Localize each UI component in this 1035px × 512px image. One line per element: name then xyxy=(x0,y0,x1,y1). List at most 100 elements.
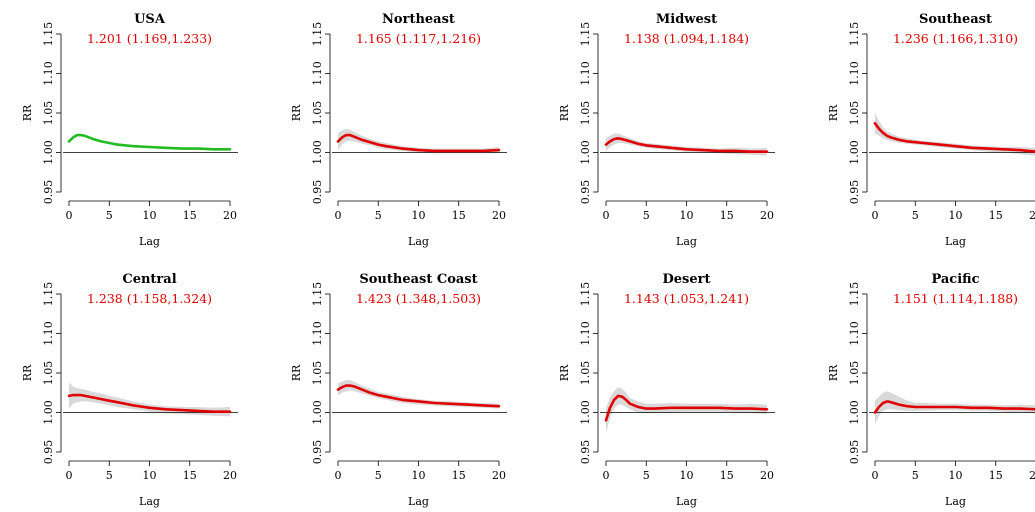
chart-panel-8: Pacific 1.151 (1.114,1.188) 0.95 1.00 1.05 1.… xyxy=(827,272,1035,508)
y-tick-label: 0.95 xyxy=(579,440,592,465)
panel-title: Pacific xyxy=(931,272,979,287)
x-tick-label: 20 xyxy=(223,469,237,482)
confidence-band xyxy=(338,128,499,154)
y-tick-label: 1.00 xyxy=(579,400,592,425)
panel-title: Northeast xyxy=(382,12,455,27)
x-tick-label: 0 xyxy=(603,469,610,482)
y-tick-label: 1.15 xyxy=(311,282,324,307)
chart-panel-7: Desert 1.143 (1.053,1.241) 0.95 1.00 1.05 1.1… xyxy=(558,272,775,508)
y-axis-label: RR xyxy=(21,364,34,381)
x-tick-label: 10 xyxy=(143,469,157,482)
y-tick-label: 1.05 xyxy=(42,101,55,126)
chart-panel-3: Midwest 1.138 (1.094,1.184) 0.95 1.00 1.05 1.… xyxy=(558,12,775,248)
x-tick-label: 15 xyxy=(989,209,1003,222)
x-tick-label: 10 xyxy=(949,469,963,482)
panel-estimate: 1.165 (1.117,1.216) xyxy=(356,31,481,46)
y-tick-label: 1.15 xyxy=(311,22,324,47)
x-tick-label: 15 xyxy=(183,469,197,482)
x-tick-label: 5 xyxy=(375,209,382,222)
y-tick-label: 0.95 xyxy=(42,180,55,205)
x-tick-label: 20 xyxy=(492,469,506,482)
y-axis-label: RR xyxy=(558,104,571,121)
x-tick-label: 15 xyxy=(720,469,734,482)
y-tick-label: 1.10 xyxy=(579,61,592,86)
y-tick-label: 1.10 xyxy=(42,321,55,346)
x-tick-label: 10 xyxy=(680,469,694,482)
y-tick-label: 1.05 xyxy=(579,361,592,386)
x-tick-label: 0 xyxy=(66,469,73,482)
rr-curve xyxy=(67,393,232,414)
x-axis-label: Lag xyxy=(945,495,966,508)
x-tick-label: 10 xyxy=(143,209,157,222)
x-axis-label: Lag xyxy=(408,495,429,508)
x-axis-label: Lag xyxy=(676,235,697,248)
x-tick-label: 15 xyxy=(720,209,734,222)
rr-curve xyxy=(67,133,232,151)
y-tick-label: 1.05 xyxy=(42,361,55,386)
x-tick-label: 15 xyxy=(183,209,197,222)
y-axis-label: RR xyxy=(21,104,34,121)
panel-estimate: 1.238 (1.158,1.324) xyxy=(87,291,212,306)
panel-title: Central xyxy=(122,272,176,287)
x-tick-label: 10 xyxy=(412,209,426,222)
y-tick-label: 0.95 xyxy=(848,440,861,465)
y-tick-label: 1.00 xyxy=(42,400,55,425)
x-tick-label: 0 xyxy=(66,209,73,222)
panel-title: Southeast xyxy=(919,12,992,27)
panel-title: Midwest xyxy=(656,12,717,27)
panel-estimate: 1.236 (1.166,1.310) xyxy=(893,31,1018,46)
x-tick-label: 5 xyxy=(106,469,113,482)
x-tick-label: 15 xyxy=(989,469,1003,482)
x-tick-label: 20 xyxy=(492,209,506,222)
y-tick-label: 1.10 xyxy=(311,61,324,86)
x-axis-label: Lag xyxy=(139,495,160,508)
rr-curve xyxy=(336,384,501,408)
y-axis-label: RR xyxy=(827,104,840,121)
x-tick-label: 20 xyxy=(1029,469,1035,482)
y-tick-label: 1.00 xyxy=(848,400,861,425)
y-tick-label: 1.15 xyxy=(848,22,861,47)
x-tick-label: 20 xyxy=(223,209,237,222)
chart-panel-6: Southeast Coast 1.423 (1.348,1.503) 0.95 1.… xyxy=(290,272,507,508)
y-tick-label: 0.95 xyxy=(848,180,861,205)
y-tick-label: 1.00 xyxy=(311,140,324,165)
x-axis-label: Lag xyxy=(139,235,160,248)
y-tick-label: 1.05 xyxy=(848,361,861,386)
panel-estimate: 1.143 (1.053,1.241) xyxy=(624,291,749,306)
y-tick-label: 1.10 xyxy=(848,321,861,346)
y-tick-label: 1.05 xyxy=(579,101,592,126)
confidence-band xyxy=(606,387,767,433)
y-tick-label: 1.00 xyxy=(848,140,861,165)
panel-title: USA xyxy=(134,12,166,27)
x-tick-label: 5 xyxy=(643,209,650,222)
x-tick-label: 10 xyxy=(949,209,963,222)
panel-estimate: 1.138 (1.094,1.184) xyxy=(624,31,749,46)
y-tick-label: 1.15 xyxy=(579,282,592,307)
y-tick-label: 1.05 xyxy=(848,101,861,126)
x-axis-label: Lag xyxy=(676,495,697,508)
x-tick-label: 5 xyxy=(375,469,382,482)
rr-curve xyxy=(604,137,769,153)
rr-curve xyxy=(873,122,1035,153)
y-tick-label: 1.00 xyxy=(579,140,592,165)
y-tick-label: 0.95 xyxy=(579,180,592,205)
x-tick-label: 20 xyxy=(1029,209,1035,222)
rr-curve xyxy=(873,400,1035,414)
x-tick-label: 0 xyxy=(335,209,342,222)
chart-panel-5: Central 1.238 (1.158,1.324) 0.95 1.00 1.05 1.… xyxy=(21,272,238,508)
y-tick-label: 1.00 xyxy=(42,140,55,165)
x-tick-label: 15 xyxy=(452,469,466,482)
x-tick-label: 5 xyxy=(912,469,919,482)
panel-title: Southeast Coast xyxy=(359,272,477,287)
y-tick-label: 1.10 xyxy=(42,61,55,86)
y-tick-label: 1.15 xyxy=(42,282,55,307)
x-tick-label: 0 xyxy=(872,469,879,482)
rr-curve xyxy=(336,133,501,153)
panel-estimate: 1.423 (1.348,1.503) xyxy=(356,291,481,306)
chart-panel-4: Southeast 1.236 (1.166,1.310) 0.95 1.00 1.05… xyxy=(827,12,1035,248)
y-axis-label: RR xyxy=(290,104,303,121)
x-tick-label: 0 xyxy=(872,209,879,222)
chart-panel-1: USA 1.201 (1.169,1.233) 0.95 1.00 1.05 1.10 1.… xyxy=(21,12,238,248)
y-tick-label: 0.95 xyxy=(42,440,55,465)
